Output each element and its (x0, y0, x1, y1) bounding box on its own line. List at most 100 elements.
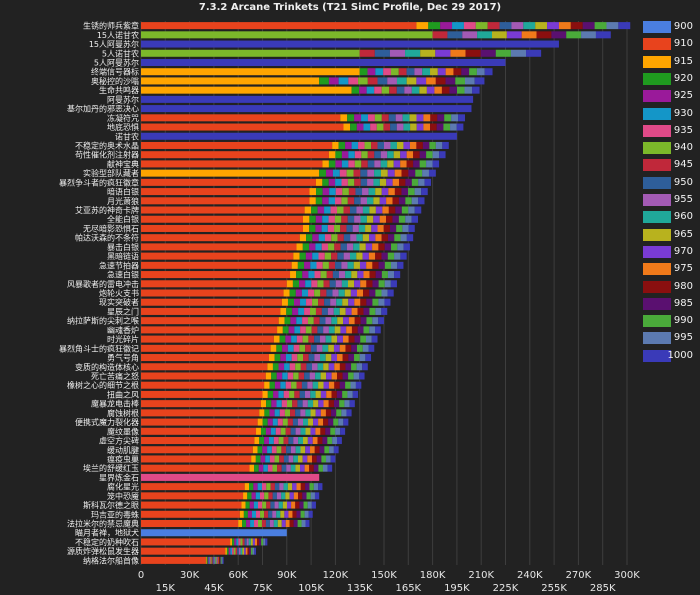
bar-segment (428, 22, 441, 30)
bar-segment (341, 160, 349, 168)
bar-segment (276, 510, 281, 518)
bar-segment (271, 372, 277, 380)
bar-segment (319, 335, 326, 343)
legend-item: 915 (641, 55, 700, 69)
bar-segment (344, 400, 350, 408)
bar-segment (306, 234, 313, 242)
bar-segment (331, 354, 338, 362)
bar-segment (317, 326, 324, 334)
bar-segment (359, 49, 375, 57)
bar-segment (299, 390, 305, 398)
bar-segment (246, 519, 251, 528)
bar-segment (287, 372, 294, 380)
bar-segment (315, 197, 323, 205)
bar-segment (336, 390, 343, 398)
category-label: 风暴歌者的雷电冲击 (67, 279, 139, 289)
bar-segment (312, 298, 319, 306)
bar-segment (345, 344, 352, 352)
bar-segment (322, 215, 329, 223)
category-label: 魔暴龙电击棒 (91, 399, 139, 409)
bar-segment (232, 538, 235, 546)
x-tick-label: 60K (229, 570, 249, 581)
bar-segment (436, 123, 444, 131)
bar-segment (322, 437, 328, 445)
bar-segment (238, 538, 241, 546)
bar-row (141, 178, 431, 186)
bar-segment (281, 298, 288, 306)
bar-segment (373, 178, 380, 186)
bar-segment (315, 178, 323, 186)
bar-segment (286, 501, 292, 509)
bar-row (141, 381, 362, 389)
bar-segment (362, 188, 369, 196)
bar-segment (251, 455, 256, 463)
bar-segment (477, 31, 492, 39)
bar-segment (334, 326, 341, 334)
bar-segment (321, 243, 329, 251)
bar-segment (351, 326, 358, 334)
bar-segment (472, 86, 480, 94)
bar-segment (240, 547, 243, 555)
bar-row (141, 390, 359, 398)
bar-segment (334, 224, 341, 232)
category-label: 埃兰的舒缓红玉 (83, 463, 139, 473)
bar-segment (221, 556, 223, 564)
bar-segment (266, 400, 272, 408)
bar-segment (345, 307, 352, 315)
bar-segment (432, 31, 448, 39)
bar-segment (359, 68, 368, 76)
bar-segment (374, 169, 381, 177)
bar-segment (361, 151, 368, 159)
bar-segment (331, 390, 337, 398)
category-label: 地底恐惧 (107, 122, 139, 132)
bar-segment (293, 252, 300, 260)
bar-segment (285, 354, 292, 362)
bar-segment (422, 169, 429, 177)
bar-segment (282, 372, 288, 380)
bar-segment (340, 326, 347, 334)
bar-segment (302, 317, 308, 325)
bar-segment (214, 556, 216, 564)
category-label: 腐化星光 (107, 482, 139, 492)
bar-segment (141, 234, 300, 242)
category-label: 源质炸弹松鼠发生器 (67, 546, 139, 556)
bar-segment (394, 188, 402, 196)
bar-segment (313, 400, 319, 408)
bar-segment (282, 418, 288, 426)
bar-segment (141, 409, 260, 417)
bar-segment (291, 335, 297, 343)
bar-segment (335, 151, 342, 159)
category-label: 实验型部队藏者 (83, 168, 139, 178)
bar-segment (279, 455, 284, 463)
bar-segment (310, 390, 316, 398)
bar-segment (228, 547, 231, 555)
bar-segment (304, 372, 310, 380)
bar-segment (252, 547, 255, 555)
bar-segment (297, 455, 303, 463)
bar-segment (415, 169, 423, 177)
bar-segment (328, 400, 334, 408)
bar-segment (279, 483, 284, 491)
bar-row (141, 169, 436, 177)
bar-segment (141, 464, 250, 472)
bar-segment (247, 492, 252, 500)
bar-segment (258, 501, 263, 509)
legend-item: 920 (641, 72, 700, 86)
bar-segment (247, 510, 252, 518)
bar-segment (345, 271, 352, 279)
bar-row (141, 344, 375, 352)
bar-row (141, 372, 365, 380)
bar-segment (317, 280, 324, 288)
bar-segment (280, 427, 286, 435)
category-label: 全能白银 (107, 214, 139, 224)
bar-segment (256, 510, 261, 518)
bar-segment (366, 197, 374, 205)
legend-label: 960 (673, 211, 693, 223)
bar-row (141, 58, 506, 67)
bar-segment (435, 49, 451, 57)
legend-item: 1000 (641, 349, 700, 363)
bar-segment (291, 354, 298, 362)
bar-segment (345, 141, 352, 149)
bar-segment (331, 409, 337, 417)
category-label: 幽魂香炉 (107, 325, 139, 335)
